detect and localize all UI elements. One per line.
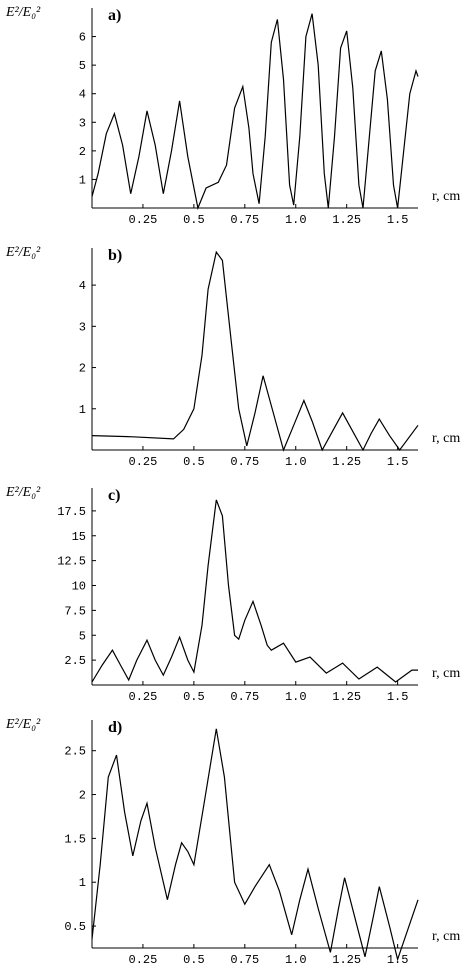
y-tick-label: 17.5	[57, 505, 86, 519]
x-tick-label: 0.75	[230, 690, 259, 704]
y-axis-label: E²/E₀²	[5, 717, 41, 732]
y-tick-label: 2	[79, 145, 86, 159]
y-tick-label: 5	[79, 59, 86, 73]
data-line	[91, 250, 419, 452]
x-tick-label: 1.25	[332, 953, 361, 967]
x-tick-label: 1.0	[285, 953, 307, 967]
y-axis-label: E²/E₀²	[5, 485, 41, 500]
x-tick-label: 0.5	[183, 455, 205, 469]
y-tick-label: 1.5	[64, 832, 86, 846]
x-axis-label: r, cm	[432, 189, 460, 204]
y-tick-label: 6	[79, 31, 86, 45]
y-tick-label: 1	[79, 876, 86, 890]
y-tick-label: 1	[79, 403, 86, 417]
x-tick-label: 1.5	[387, 213, 409, 227]
y-tick-label: 0.5	[64, 920, 86, 934]
x-tick-label: 0.25	[129, 953, 158, 967]
x-tick-label: 1.0	[285, 213, 307, 227]
y-axis-label: E²/E₀²	[5, 5, 41, 20]
x-tick-label: 0.75	[230, 953, 259, 967]
x-tick-label: 0.5	[183, 690, 205, 704]
y-tick-label: 2.5	[64, 654, 86, 668]
y-tick-label: 1	[79, 173, 86, 187]
x-tick-label: 1.5	[387, 455, 409, 469]
x-tick-label: 0.75	[230, 213, 259, 227]
x-tick-label: 1.25	[332, 213, 361, 227]
y-tick-label: 12.5	[57, 555, 86, 569]
x-tick-label: 0.5	[183, 953, 205, 967]
data-line	[91, 13, 419, 211]
y-tick-label: 2.5	[64, 745, 86, 759]
x-axis-label: r, cm	[432, 929, 460, 944]
y-tick-label: 3	[79, 320, 86, 334]
panel-title: d)	[108, 719, 122, 736]
y-tick-label: 4	[79, 88, 86, 102]
y-tick-label: 15	[72, 530, 86, 544]
y-tick-label: 2	[79, 789, 86, 803]
panel-title: a)	[108, 7, 121, 24]
y-tick-label: 7.5	[64, 604, 86, 618]
panel-title: b)	[108, 247, 122, 264]
x-tick-label: 0.25	[129, 455, 158, 469]
x-tick-label: 1.0	[285, 690, 307, 704]
x-tick-label: 1.5	[387, 690, 409, 704]
x-tick-label: 1.25	[332, 690, 361, 704]
y-tick-label: 3	[79, 116, 86, 130]
y-tick-label: 10	[72, 580, 86, 594]
data-line	[91, 728, 419, 962]
x-tick-label: 0.25	[129, 690, 158, 704]
x-tick-label: 1.25	[332, 455, 361, 469]
x-tick-label: 0.5	[183, 213, 205, 227]
x-tick-label: 1.0	[285, 455, 307, 469]
x-axis-label: r, cm	[432, 431, 460, 446]
data-line	[91, 499, 418, 683]
y-tick-label: 4	[79, 279, 86, 293]
panel-title: c)	[108, 487, 120, 504]
y-tick-label: 2	[79, 362, 86, 376]
y-tick-label: 5	[79, 629, 86, 643]
x-tick-label: 0.75	[230, 455, 259, 469]
x-tick-label: 0.25	[129, 213, 158, 227]
y-axis-label: E²/E₀²	[5, 245, 41, 260]
x-axis-label: r, cm	[432, 666, 460, 681]
